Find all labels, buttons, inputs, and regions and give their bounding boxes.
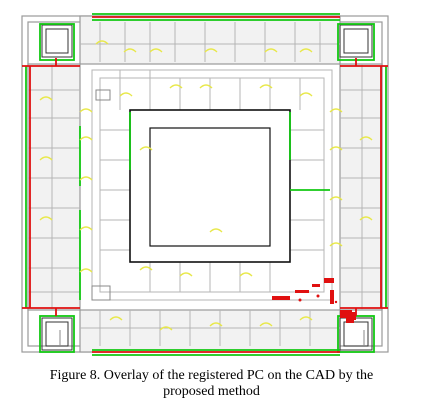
cad-outer-walls: [21, 15, 389, 353]
pointcloud-red-outliers: [272, 278, 356, 323]
cad-details: [59, 89, 365, 346]
caption-line-1: Figure 8. Overlay of the registered PC o…: [49, 368, 374, 383]
pointcloud-yellow-marks: [39, 40, 373, 331]
pointcloud-green: [25, 13, 387, 356]
cad-courtyard: [129, 109, 291, 263]
cad-corridor-ring: [28, 22, 382, 346]
figure-caption: Figure 8. Overlay of the registered PC o…: [0, 368, 423, 400]
caption-line-2: proposed method: [163, 384, 260, 399]
figure-overlay: [21, 13, 389, 356]
floorplan-overlay-image: [21, 13, 389, 356]
